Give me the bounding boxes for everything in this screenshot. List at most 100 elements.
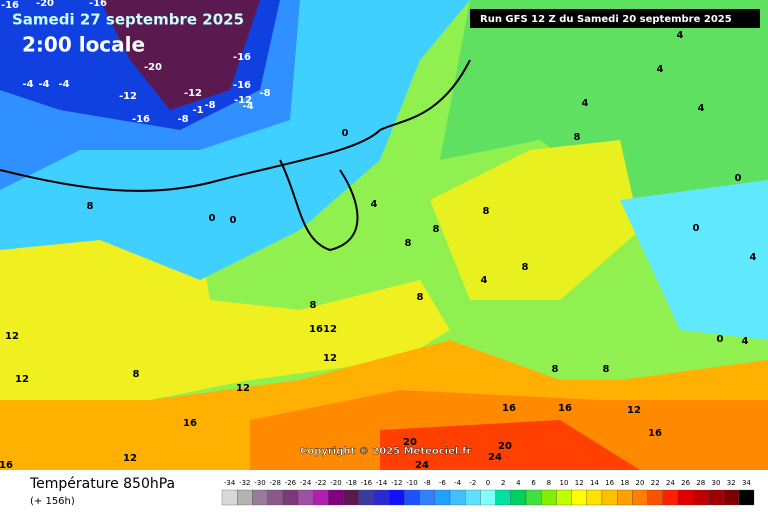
scale-swatch [449, 489, 466, 506]
contour-label: -16 [233, 80, 251, 91]
contour-label: 8 [603, 364, 610, 375]
scale-label: -6 [439, 479, 447, 487]
scale-label: -2 [469, 479, 476, 487]
scale-swatch [465, 489, 481, 506]
map-field [0, 0, 768, 470]
contour-label: 16 [0, 460, 13, 471]
scale-label: -26 [285, 479, 297, 487]
scale-label: 22 [651, 479, 660, 487]
scale-label: -16 [361, 479, 373, 487]
contour-label: 8 [483, 206, 490, 217]
contour-label: -20 [36, 0, 54, 9]
scale-swatch [480, 489, 496, 506]
scale-swatch [617, 489, 633, 506]
run-info: Run GFS 12 Z du Samedi 20 septembre 2025 [480, 14, 732, 25]
contour-label: 16 [502, 403, 516, 414]
scale-swatch [267, 489, 283, 506]
scale-swatch [434, 489, 451, 506]
scale-label: -22 [315, 479, 326, 487]
scale-swatch [358, 489, 375, 506]
contour-label: 8 [417, 292, 424, 303]
contour-label: -12 [119, 91, 137, 102]
scale-label: 0 [486, 479, 490, 487]
scale-label: -24 [300, 479, 312, 487]
scale-swatch [601, 489, 618, 506]
scale-swatch [404, 489, 420, 506]
contour-label: 8 [552, 364, 559, 375]
contour-label: 24 [415, 460, 429, 471]
contour-label: 8 [133, 369, 140, 380]
scale-label: -34 [224, 479, 236, 487]
contour-label: 0 [693, 223, 700, 234]
contour-label: 16 [309, 324, 323, 335]
scale-swatch [541, 489, 557, 506]
scale-label: 18 [620, 479, 629, 487]
scale-swatch [313, 489, 329, 506]
copyright: Copyright © 2025 Meteociel.fr [300, 446, 471, 457]
scale-swatch [252, 489, 268, 506]
scale-label: 20 [636, 479, 645, 487]
local-time: 2:00 locale [22, 33, 145, 57]
scale-swatch [586, 489, 603, 506]
contour-label: -20 [144, 62, 162, 73]
contour-label: 4 [750, 252, 757, 263]
scale-label: 26 [681, 479, 690, 487]
scale-label: 16 [605, 479, 614, 487]
contour-label: 12 [123, 453, 137, 464]
scale-swatch [525, 489, 542, 506]
scale-swatch [237, 489, 253, 506]
scale-label: 2 [501, 479, 505, 487]
scale-swatch [373, 489, 390, 506]
scale-swatch [389, 489, 405, 506]
contour-label: 4 [698, 103, 705, 114]
scale-label: 10 [560, 479, 569, 487]
variable-name: Température 850hPa [29, 476, 175, 492]
contour-label: -4 [242, 101, 253, 112]
contour-label: 24 [488, 452, 502, 463]
contour-label: 12 [323, 353, 337, 364]
contour-label: 0 [209, 213, 216, 224]
scale-label: -14 [376, 479, 388, 487]
scale-swatch [647, 489, 663, 506]
scale-label: -12 [391, 479, 402, 487]
scale-label: 30 [712, 479, 721, 487]
contour-label: -1 [192, 105, 203, 116]
contour-label: 12 [323, 324, 337, 335]
scale-swatch [662, 489, 679, 506]
scale-label: 32 [727, 479, 736, 487]
contour-label: 0 [735, 173, 742, 184]
contour-label: 8 [87, 201, 94, 212]
scale-swatch [419, 489, 435, 506]
contour-label: -16 [89, 0, 107, 9]
scale-label: -32 [239, 479, 250, 487]
contour-label: 8 [310, 300, 317, 311]
scale-label: 12 [575, 479, 584, 487]
scale-label: -18 [345, 479, 356, 487]
scale-label: -30 [254, 479, 265, 487]
contour-label: -8 [204, 100, 215, 111]
contour-label: 12 [15, 374, 29, 385]
scale-swatch [708, 489, 724, 506]
scale-swatch [297, 489, 314, 506]
contour-label: 8 [522, 262, 529, 273]
scale-swatch [556, 489, 572, 506]
color-scale: -34 -32 -30 -28 -26 -24 -22 -20 -18 -16 -14 -12 -10-… [221, 479, 755, 506]
contour-label: 4 [657, 64, 664, 75]
contour-label: -4 [22, 79, 33, 90]
contour-label: 4 [677, 30, 684, 41]
scale-swatch [328, 489, 344, 506]
contour-label: 8 [433, 224, 440, 235]
scale-swatch [343, 489, 359, 506]
scale-swatch [677, 489, 694, 506]
contour-label: -12 [234, 95, 252, 106]
contour-label: 0 [342, 128, 349, 139]
contour-label: 8 [574, 132, 581, 143]
scale-swatch [571, 489, 587, 506]
contour-label: -8 [177, 114, 188, 125]
scale-swatch [221, 489, 238, 506]
scale-swatch [495, 489, 511, 506]
contour-label: 12 [627, 405, 641, 416]
contour-label: 0 [717, 334, 724, 345]
scale-label: 28 [696, 479, 705, 487]
contour-label: -16 [233, 52, 251, 63]
